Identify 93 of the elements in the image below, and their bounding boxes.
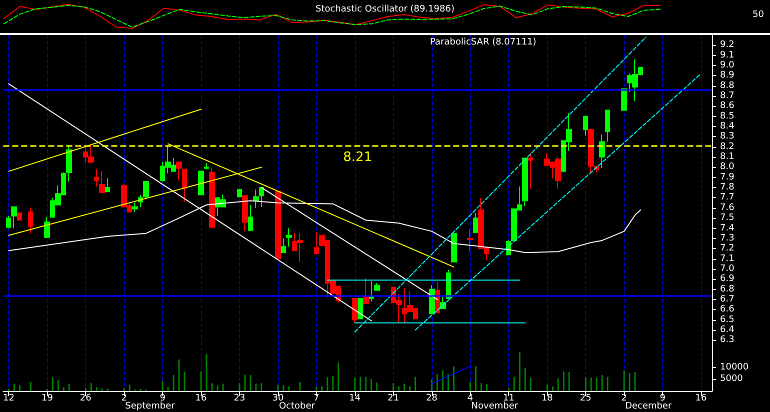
candlestick: [143, 180, 149, 200]
candlestick: [6, 216, 11, 229]
candlestick: [451, 232, 457, 262]
y2-tick-label: 5000: [720, 374, 744, 384]
candlestick: [605, 110, 610, 142]
y-tick-label: 8.5: [720, 111, 734, 122]
y-tick-label: 7.0: [720, 264, 735, 274]
y-tick-label: 9.1: [720, 50, 734, 60]
candlestick: [105, 178, 110, 192]
candlestick: [253, 189, 259, 208]
candlestick: [522, 158, 528, 206]
chart-title: Stochastic Oscillator (89.1986): [315, 4, 455, 14]
y-tick-label: 8.7: [720, 91, 734, 102]
x-tick-label: 11: [502, 394, 514, 404]
x-tick-label: 16: [695, 394, 708, 404]
y-tick-label: 6.3: [720, 335, 734, 346]
y-tick-label: 6.9: [720, 274, 735, 284]
y-tick-label: 6.8: [720, 284, 735, 294]
ref-line-label: 8.21: [343, 150, 372, 165]
x-tick-label: 21: [388, 394, 400, 404]
candlestick: [237, 189, 242, 198]
x-tick-label: 26: [80, 394, 92, 404]
y-tick-label: 6.7: [720, 294, 734, 304]
candlestick: [182, 168, 187, 202]
text: 50: [752, 10, 764, 20]
y-tick-label: 8.8: [720, 80, 735, 91]
candlestick: [17, 212, 22, 221]
x-tick-label: 19: [41, 394, 54, 404]
candlestick: [66, 144, 72, 182]
x-tick-label: 9: [660, 394, 666, 404]
y2-tick-label: 10000: [720, 362, 749, 372]
y-tick-label: 8.9: [720, 70, 735, 81]
y-tick-label: 7.2: [720, 244, 734, 254]
candlestick: [204, 162, 209, 170]
candlestick: [94, 168, 99, 188]
x-tick-label: 28: [426, 394, 438, 404]
y-tick-label: 7.4: [720, 223, 735, 234]
candlestick: [528, 152, 533, 190]
candlestick: [281, 238, 286, 254]
y-tick-label: 8.1: [720, 152, 734, 162]
candlestick: [358, 298, 363, 320]
text: December: [625, 402, 672, 412]
candlestick: [132, 202, 138, 212]
y-tick-label: 8.6: [720, 101, 735, 112]
y-tick-label: 6.5: [720, 314, 734, 325]
y-tick-label: 8.0: [720, 162, 735, 172]
candlestick: [621, 88, 627, 111]
x-tick-label: 23: [234, 394, 246, 404]
candlestick: [599, 134, 605, 169]
y-tick-label: 7.7: [720, 192, 734, 203]
candlestick: [467, 228, 473, 252]
y-tick-label: 9.2: [720, 40, 734, 50]
candlestick: [209, 168, 215, 228]
y-tick-label: 7.3: [720, 233, 734, 244]
y-tick-label: 6.6: [720, 304, 735, 315]
x-tick-label: 14: [349, 394, 361, 404]
y-tick-label: 8.4: [720, 122, 735, 132]
candlestick: [248, 204, 253, 232]
text: November: [471, 402, 518, 412]
y-tick-label: 7.6: [720, 202, 735, 213]
candlestick: [44, 216, 50, 238]
x-tick-label: 16: [195, 394, 208, 404]
y-tick-label: 8.2: [720, 142, 734, 152]
candlestick: [369, 280, 374, 302]
candlestick: [286, 228, 292, 248]
candlestick: [352, 298, 358, 324]
y-tick-label: 7.1: [720, 254, 734, 264]
x-tick-label: 25: [580, 394, 592, 404]
chart-subtitle: ParabolicSAR (8.07111): [430, 38, 536, 48]
candlestick: [11, 206, 17, 229]
candlestick: [259, 187, 264, 208]
candlestick: [374, 282, 380, 291]
x-tick-label: 18: [541, 394, 554, 404]
y-tick-label: 8.3: [720, 132, 734, 142]
candlestick: [28, 207, 33, 234]
x-tick-label: 12: [3, 394, 14, 404]
y-tick-label: 7.8: [720, 182, 735, 193]
y-tick-label: 7.9: [720, 172, 735, 182]
candlestick: [363, 278, 369, 304]
candlestick: [176, 162, 182, 181]
text: October: [278, 402, 316, 412]
text: September: [125, 402, 176, 412]
x-tick-label: 9: [160, 394, 166, 404]
candlestick: [275, 191, 281, 260]
candlestick: [583, 116, 588, 136]
candlestick: [99, 170, 105, 194]
candlestick: [198, 170, 204, 196]
candlestick: [473, 212, 478, 233]
candlestick: [314, 232, 319, 254]
candlestick: [242, 195, 248, 232]
y-tick-label: 7.5: [720, 213, 734, 224]
y-tick-label: 9.0: [720, 60, 735, 71]
y-tick-label: 6.4: [720, 324, 735, 335]
